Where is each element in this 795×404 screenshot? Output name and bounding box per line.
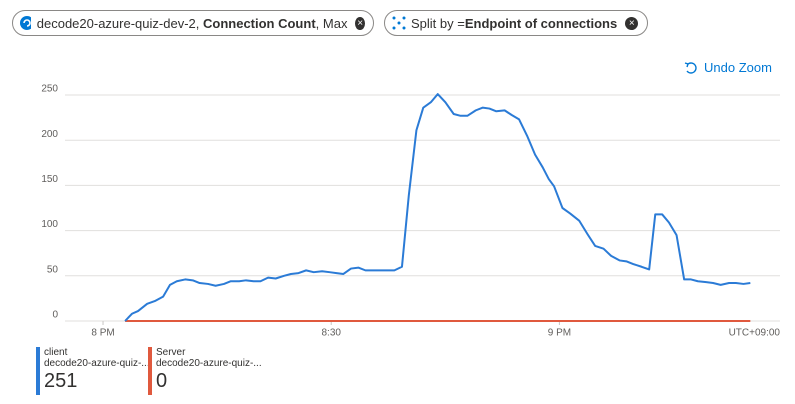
metric-agg: , Max (315, 15, 348, 31)
x-tick-label: 8:30 (321, 328, 341, 339)
x-tick-label: 9 PM (548, 328, 571, 339)
metric-resource: decode20-azure-quiz-dev-2, (36, 15, 200, 31)
undo-label: Undo Zoom (704, 60, 772, 75)
legend-resource: decode20-azure-quiz-... (44, 358, 150, 369)
split-chip[interactable]: Split by = Endpoint of connections × (384, 10, 648, 36)
metric-chip[interactable]: decode20-azure-quiz-dev-2, Connection Co… (12, 10, 374, 36)
x-tick-label: 8 PM (91, 328, 114, 339)
split-icon (392, 16, 406, 30)
legend-summary: 0 (156, 370, 168, 392)
y-tick-label: 250 (41, 84, 58, 95)
legend-item[interactable]: client decode20-azure-quiz-... 251 (36, 347, 150, 395)
legend-name: client (44, 347, 68, 358)
remove-split[interactable]: × (625, 16, 639, 30)
undo-icon (684, 61, 697, 74)
split-value: Endpoint of connections (464, 15, 618, 31)
series-line (124, 93, 751, 322)
legend-summary: 251 (44, 370, 78, 392)
timezone-label: UTC+09:00 (729, 328, 781, 339)
y-tick-label: 0 (52, 310, 58, 321)
y-tick-label: 200 (41, 129, 58, 140)
undo-zoom[interactable]: Undo Zoom (684, 60, 772, 75)
resource-icon (20, 16, 31, 30)
legend-swatch (36, 347, 40, 395)
y-tick-label: 150 (41, 174, 58, 185)
y-tick-label: 100 (41, 219, 58, 230)
legend-name: Server (156, 347, 186, 358)
y-tick-label: 50 (47, 264, 59, 275)
legend-resource: decode20-azure-quiz-... (156, 358, 262, 369)
split-prefix: Split by = (411, 15, 465, 31)
metric-name: Connection Count (203, 15, 316, 31)
legend-item[interactable]: Server decode20-azure-quiz-... 0 (148, 347, 262, 395)
remove-metric[interactable]: × (355, 16, 365, 30)
legend-swatch (148, 347, 152, 395)
